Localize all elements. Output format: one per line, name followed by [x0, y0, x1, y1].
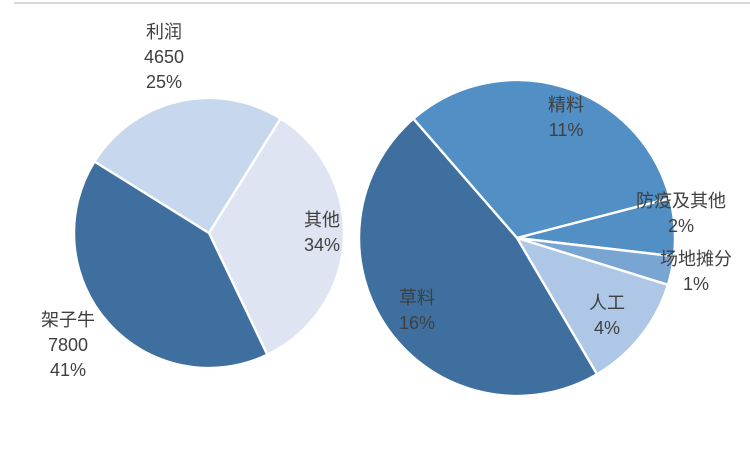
pie-slice-concentrate-feed: [412, 78, 672, 240]
secondary-pie: [357, 78, 677, 398]
label-epidemic-and-other: 防疫及其他 2%: [636, 189, 726, 239]
label-concentrate-feed: 精料 11%: [548, 93, 584, 143]
slice-percent-text: 16%: [398, 313, 436, 333]
pie-slice-labor: [515, 236, 670, 376]
slice-percent-text: 11%: [548, 120, 584, 140]
slice-name-text: 其他: [304, 210, 340, 230]
pie-slice-profit: [93, 96, 282, 235]
label-site-allocation: 场地摊分 1%: [660, 247, 732, 297]
pie-slice-other: [207, 117, 346, 356]
slice-name-text: 草料: [399, 288, 435, 308]
slice-percent-text: 25%: [145, 72, 183, 92]
slice-percent-text: 4%: [593, 318, 620, 338]
slice-name-text: 防疫及其他: [636, 191, 726, 211]
slice-name-text: 场地摊分: [660, 249, 732, 269]
label-feeder-cattle: 架子牛 7800 41%: [41, 308, 95, 383]
slice-percent-text: 2%: [667, 216, 694, 236]
slice-percent-text: 34%: [303, 235, 341, 255]
slice-percent-text: 41%: [49, 360, 87, 380]
pie-slice-forage: [357, 117, 599, 398]
label-labor: 人工 4%: [589, 291, 625, 341]
slice-percent-text: 1%: [682, 274, 709, 294]
label-profit: 利润 4650 25%: [144, 20, 184, 95]
slice-value-text: 4650: [143, 47, 185, 67]
slice-name-text: 精料: [548, 95, 584, 115]
label-other: 其他 34%: [304, 208, 340, 258]
slice-name-text: 利润: [145, 22, 182, 42]
slice-name-text: 架子牛: [41, 310, 95, 330]
top-border-line: [14, 2, 750, 4]
pie-slice-feeder-cattle: [72, 160, 269, 370]
label-forage: 草料 16%: [399, 286, 435, 336]
slice-value-text: 7800: [47, 335, 89, 355]
primary-pie: [72, 96, 346, 370]
slice-name-text: 人工: [589, 293, 625, 313]
